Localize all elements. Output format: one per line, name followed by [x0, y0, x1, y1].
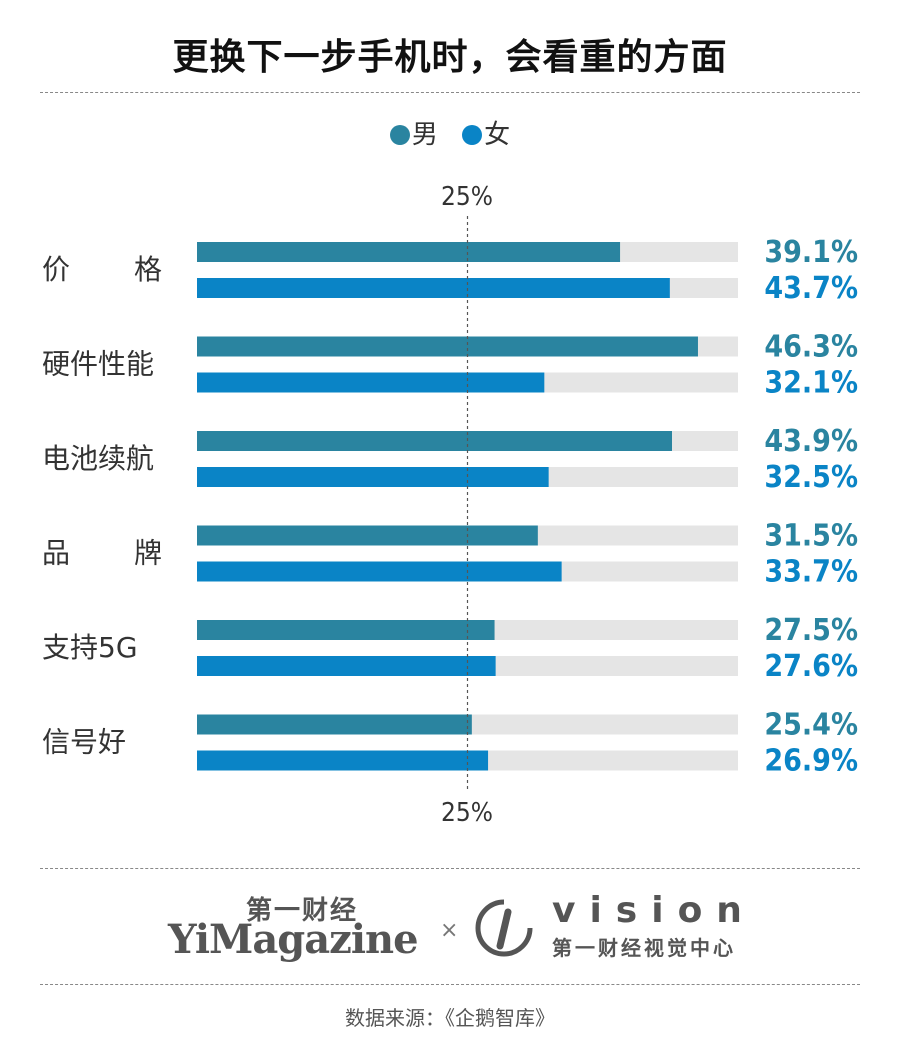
category-label: 硬件性能: [42, 348, 154, 381]
reference-label-top: 25%: [441, 182, 493, 212]
bar: [197, 620, 495, 640]
category-label: 支持5G: [42, 631, 138, 664]
category-label: 价 格: [42, 253, 162, 286]
data-label: 43.9%: [764, 424, 858, 459]
footer-divider-top: [40, 868, 860, 869]
source-note: 数据来源：《企鹅智库》: [345, 1006, 555, 1030]
footer-divider-bottom: [40, 984, 860, 985]
reference-label-bottom: 25%: [441, 798, 493, 828]
legend-label-female: 女: [484, 120, 511, 150]
yimagazine-logo: YiMagazine: [168, 916, 419, 963]
bar: [197, 750, 489, 771]
bar: [197, 278, 670, 298]
data-label: 46.3%: [764, 330, 858, 365]
legend-dot-male: [389, 125, 410, 145]
category-label: 信号好: [42, 726, 126, 759]
data-label: 32.1%: [764, 366, 858, 401]
bar: [197, 656, 496, 676]
yimagazine-cn-logo: 第一财经: [246, 896, 359, 926]
legend-label-male: 男: [411, 120, 438, 150]
data-label: 32.5%: [764, 460, 858, 495]
bar: [197, 431, 672, 451]
category-label: 电池续航: [42, 442, 154, 475]
bar: [197, 336, 698, 357]
times-icon: ×: [440, 918, 459, 943]
data-label: 26.9%: [764, 744, 858, 779]
legend-item-male: 男: [389, 114, 438, 151]
vision-cn-text: 第一财经视觉中心: [552, 936, 736, 960]
data-label: 43.7%: [764, 271, 858, 306]
vision-logo-icon: [475, 899, 533, 957]
chart-title: 更换下一步手机时，会看重的方面: [172, 37, 728, 78]
legend: 男 女: [0, 114, 900, 151]
bar: [197, 467, 549, 487]
data-label: 33.7%: [764, 555, 858, 590]
vision-logo-text: vision: [552, 890, 756, 931]
legend-dot-female: [462, 125, 483, 145]
data-label: 31.5%: [764, 519, 858, 554]
category-label: 品 牌: [42, 537, 162, 570]
branding: 第一财经 YiMagazine × vision 第一财经视觉中心: [0, 880, 900, 970]
data-label: 27.6%: [764, 649, 858, 684]
bar: [197, 372, 545, 393]
bar: [197, 242, 621, 262]
legend-item-female: 女: [462, 114, 510, 151]
data-label: 27.5%: [764, 613, 858, 648]
top-divider: [40, 92, 860, 93]
data-label: 25.4%: [764, 708, 858, 743]
bar: [197, 525, 538, 546]
data-label: 39.1%: [764, 235, 858, 270]
bar: [197, 561, 562, 582]
bar: [197, 714, 472, 735]
bar-chart: 价 格 39.1%43.7% 硬件性能 46.3%32.1% 电池续航 43.9%32.5…: [42, 216, 858, 790]
